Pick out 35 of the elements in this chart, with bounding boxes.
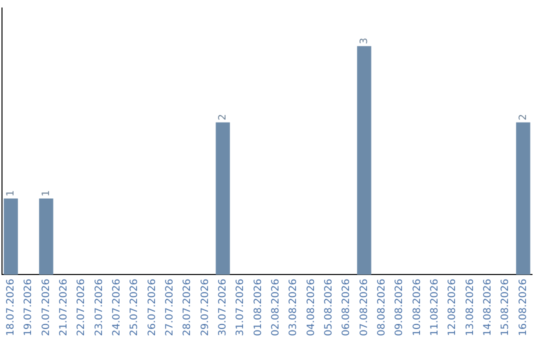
x-tick-label: 04.08.2026 (306, 278, 317, 336)
data-label: 1 (40, 190, 52, 197)
x-tick-label: 03.08.2026 (288, 278, 300, 336)
x-tick-label: 06.08.2026 (341, 278, 352, 336)
x-tick-label: 02.08.2026 (270, 278, 282, 336)
x-tick-label: 10.08.2026 (412, 278, 423, 336)
x-tick-label: 26.07.2026 (146, 278, 158, 336)
x-tick-label: 12.08.2026 (447, 278, 458, 336)
x-tick-label: 21.07.2026 (58, 278, 70, 336)
x-tick-label: 24.07.2026 (111, 278, 122, 336)
x-tick-label: 29.07.2026 (200, 278, 211, 336)
x-tick-label: 14.08.2026 (482, 278, 494, 336)
x-tick-label: 16.08.2026 (518, 278, 529, 336)
data-label: 2 (217, 114, 228, 120)
x-tick-label: 18.07.2026 (5, 278, 16, 336)
data-label: 2 (518, 114, 529, 120)
x-tick-label: 28.07.2026 (182, 278, 194, 336)
x-tick-label: 08.08.2026 (376, 278, 388, 336)
x-tick-label: 01.08.2026 (252, 278, 264, 336)
x-tick-label: 20.07.2026 (40, 278, 52, 336)
data-label: 1 (5, 190, 16, 197)
x-tick-label: 30.07.2026 (217, 278, 228, 336)
x-tick-label: 25.07.2026 (129, 278, 140, 336)
x-tick-label: 31.07.2026 (235, 278, 246, 336)
x-tick-label: 13.08.2026 (464, 278, 476, 336)
x-tick-label: 09.08.2026 (394, 278, 406, 336)
x-tick-label: 23.07.2026 (94, 278, 105, 336)
x-tick-label: 27.07.2026 (164, 278, 176, 336)
data-label: 3 (358, 38, 370, 44)
x-tick-label: 22.07.2026 (76, 278, 88, 336)
x-tick-label: 05.08.2026 (323, 278, 334, 336)
x-tick-label: 11.08.2026 (429, 278, 440, 336)
x-tick-label: 15.08.2026 (500, 278, 512, 336)
x-tick-label: 07.08.2026 (358, 278, 370, 336)
x-tick-label: 19.07.2026 (23, 278, 34, 336)
